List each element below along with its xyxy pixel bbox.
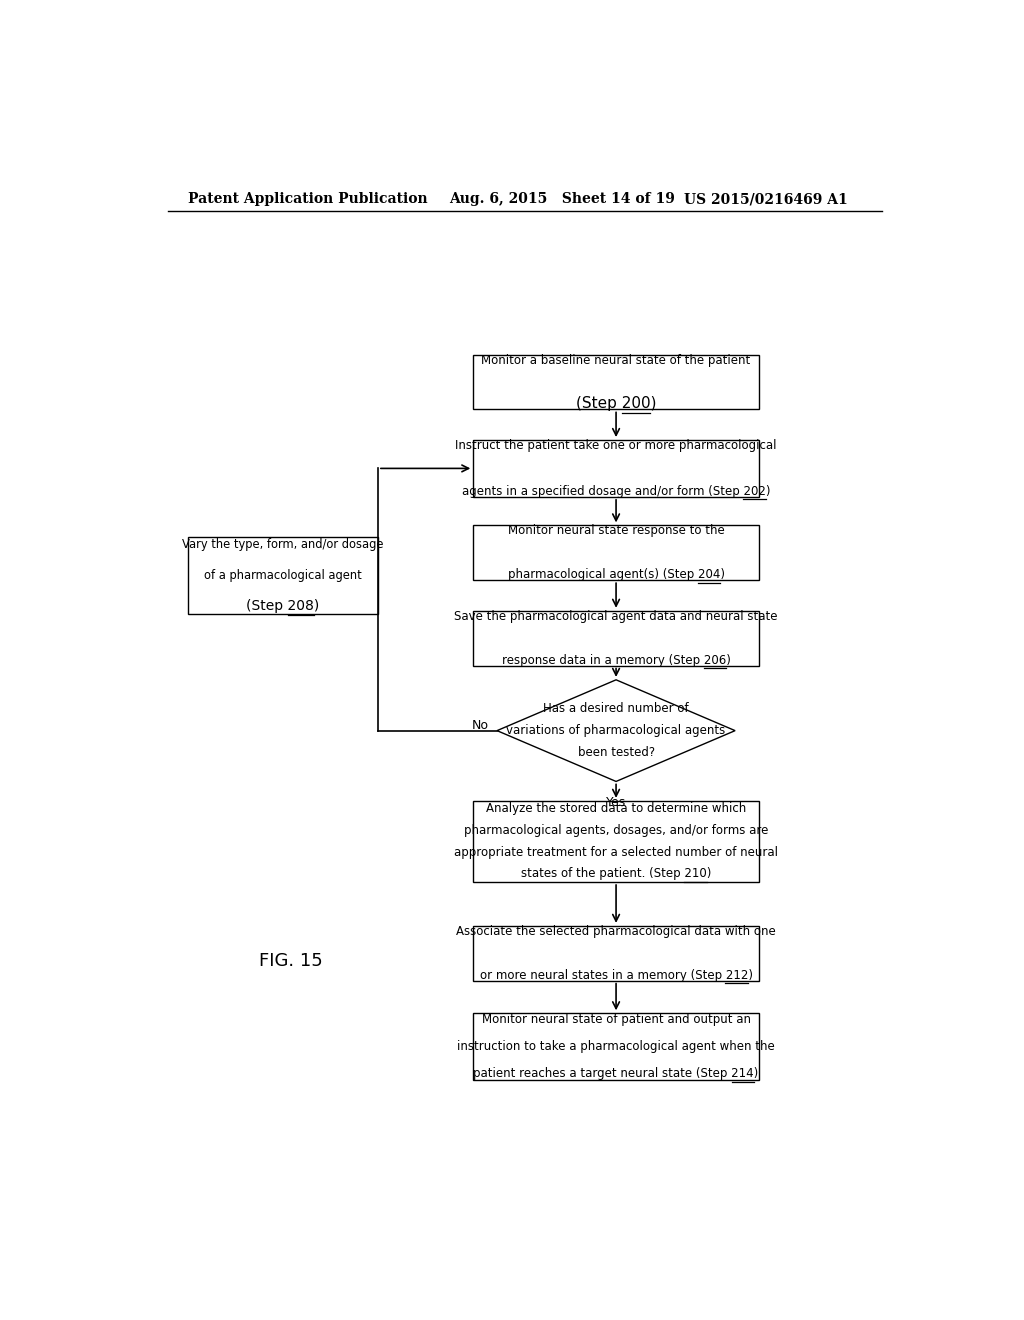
FancyBboxPatch shape: [473, 611, 759, 665]
Text: response data in a memory (Step 206): response data in a memory (Step 206): [502, 653, 730, 667]
Text: Aug. 6, 2015   Sheet 14 of 19: Aug. 6, 2015 Sheet 14 of 19: [450, 191, 675, 206]
Text: agents in a specified dosage and/or form (Step 202): agents in a specified dosage and/or form…: [462, 484, 770, 498]
FancyBboxPatch shape: [473, 801, 759, 882]
Text: variations of pharmacological agents: variations of pharmacological agents: [507, 725, 726, 737]
FancyBboxPatch shape: [473, 525, 759, 581]
Text: Monitor a baseline neural state of the patient: Monitor a baseline neural state of the p…: [481, 354, 751, 367]
Text: Vary the type, form, and/or dosage: Vary the type, form, and/or dosage: [182, 537, 384, 550]
Text: (Step 200): (Step 200): [575, 396, 656, 412]
Text: or more neural states in a memory (Step 212): or more neural states in a memory (Step …: [479, 969, 753, 982]
FancyBboxPatch shape: [473, 440, 759, 496]
Text: appropriate treatment for a selected number of neural: appropriate treatment for a selected num…: [454, 846, 778, 859]
Text: (Step 208): (Step 208): [246, 599, 319, 612]
FancyBboxPatch shape: [473, 925, 759, 981]
Text: Has a desired number of: Has a desired number of: [544, 702, 689, 714]
Text: Associate the selected pharmacological data with one: Associate the selected pharmacological d…: [456, 925, 776, 937]
Text: No: No: [472, 719, 489, 733]
Text: FIG. 15: FIG. 15: [259, 952, 323, 970]
Text: Yes: Yes: [606, 796, 627, 809]
Text: of a pharmacological agent: of a pharmacological agent: [204, 569, 361, 582]
FancyBboxPatch shape: [473, 1014, 759, 1080]
Text: Save the pharmacological agent data and neural state: Save the pharmacological agent data and …: [455, 610, 778, 623]
FancyBboxPatch shape: [473, 355, 759, 409]
Text: Monitor neural state response to the: Monitor neural state response to the: [508, 524, 724, 537]
Polygon shape: [497, 680, 735, 781]
Text: Monitor neural state of patient and output an: Monitor neural state of patient and outp…: [481, 1014, 751, 1027]
Text: Patent Application Publication: Patent Application Publication: [187, 191, 427, 206]
Text: patient reaches a target neural state (Step 214): patient reaches a target neural state (S…: [473, 1067, 759, 1080]
Text: pharmacological agents, dosages, and/or forms are: pharmacological agents, dosages, and/or …: [464, 824, 768, 837]
Text: Analyze the stored data to determine which: Analyze the stored data to determine whi…: [486, 803, 746, 816]
FancyBboxPatch shape: [187, 536, 378, 614]
Text: US 2015/0216469 A1: US 2015/0216469 A1: [684, 191, 847, 206]
Text: pharmacological agent(s) (Step 204): pharmacological agent(s) (Step 204): [508, 568, 725, 581]
Text: states of the patient. (Step 210): states of the patient. (Step 210): [521, 867, 712, 880]
Text: instruction to take a pharmacological agent when the: instruction to take a pharmacological ag…: [457, 1040, 775, 1053]
Text: Instruct the patient take one or more pharmacological: Instruct the patient take one or more ph…: [456, 440, 777, 453]
Text: been tested?: been tested?: [578, 747, 654, 759]
